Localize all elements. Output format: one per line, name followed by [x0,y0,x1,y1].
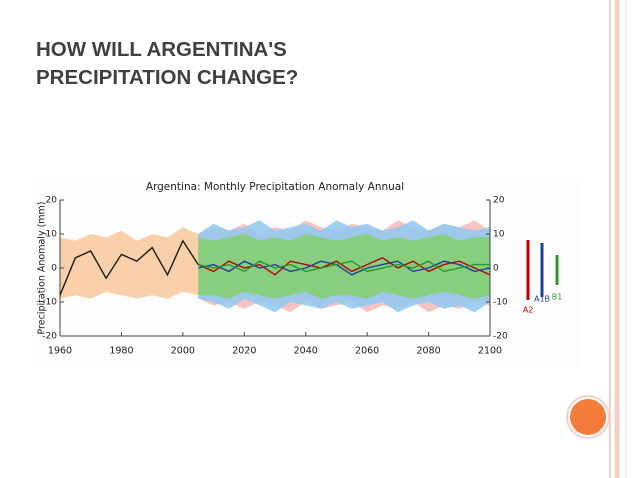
x-tick-label: 2080 [416,346,440,357]
legend-label: A1B [534,295,550,304]
range-band [60,227,199,299]
x-tick-label: 2040 [294,346,318,357]
y-tick-label: 20 [493,196,505,206]
series-line [198,260,490,273]
series-line [198,260,491,276]
chart-title: Argentina: Monthly Precipitation Anomaly… [146,181,404,193]
y-tick-label: 10 [46,230,58,240]
y-tick-label: -20 [42,332,57,342]
legend-label: B1 [552,293,563,302]
y-tick-label: 20 [46,196,58,206]
x-tick-label: 2100 [478,346,502,357]
x-tick-label: 2060 [355,346,379,357]
slide-title: HOW WILL ARGENTINA'S PRECIPITATION CHANG… [36,38,299,89]
x-tick-label: 2020 [232,346,256,357]
legend-label: A2 [523,306,534,315]
series-line [197,257,491,276]
y-tick-label: -20 [493,332,508,342]
y-tick-label: 0 [493,264,499,274]
y-axis-label: Precipitation Anomaly (mm) [37,201,48,334]
y-tick-label: -10 [42,298,57,308]
y-tick-label: 0 [51,264,57,274]
x-tick-label: 1980 [109,346,133,357]
y-tick-label: -10 [493,298,508,308]
series-line [59,239,199,296]
y-tick-label: 10 [493,230,505,240]
chart: Argentina: Monthly Precipitation Anomaly… [37,181,563,357]
x-tick-label: 2000 [171,346,195,357]
x-tick-label: 1960 [48,346,72,357]
decor-circle [570,399,606,435]
